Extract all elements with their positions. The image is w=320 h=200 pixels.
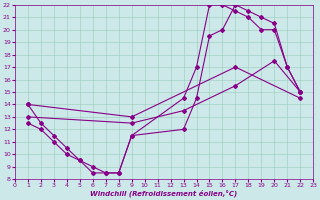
X-axis label: Windchill (Refroidissement éolien,°C): Windchill (Refroidissement éolien,°C) <box>91 190 238 197</box>
